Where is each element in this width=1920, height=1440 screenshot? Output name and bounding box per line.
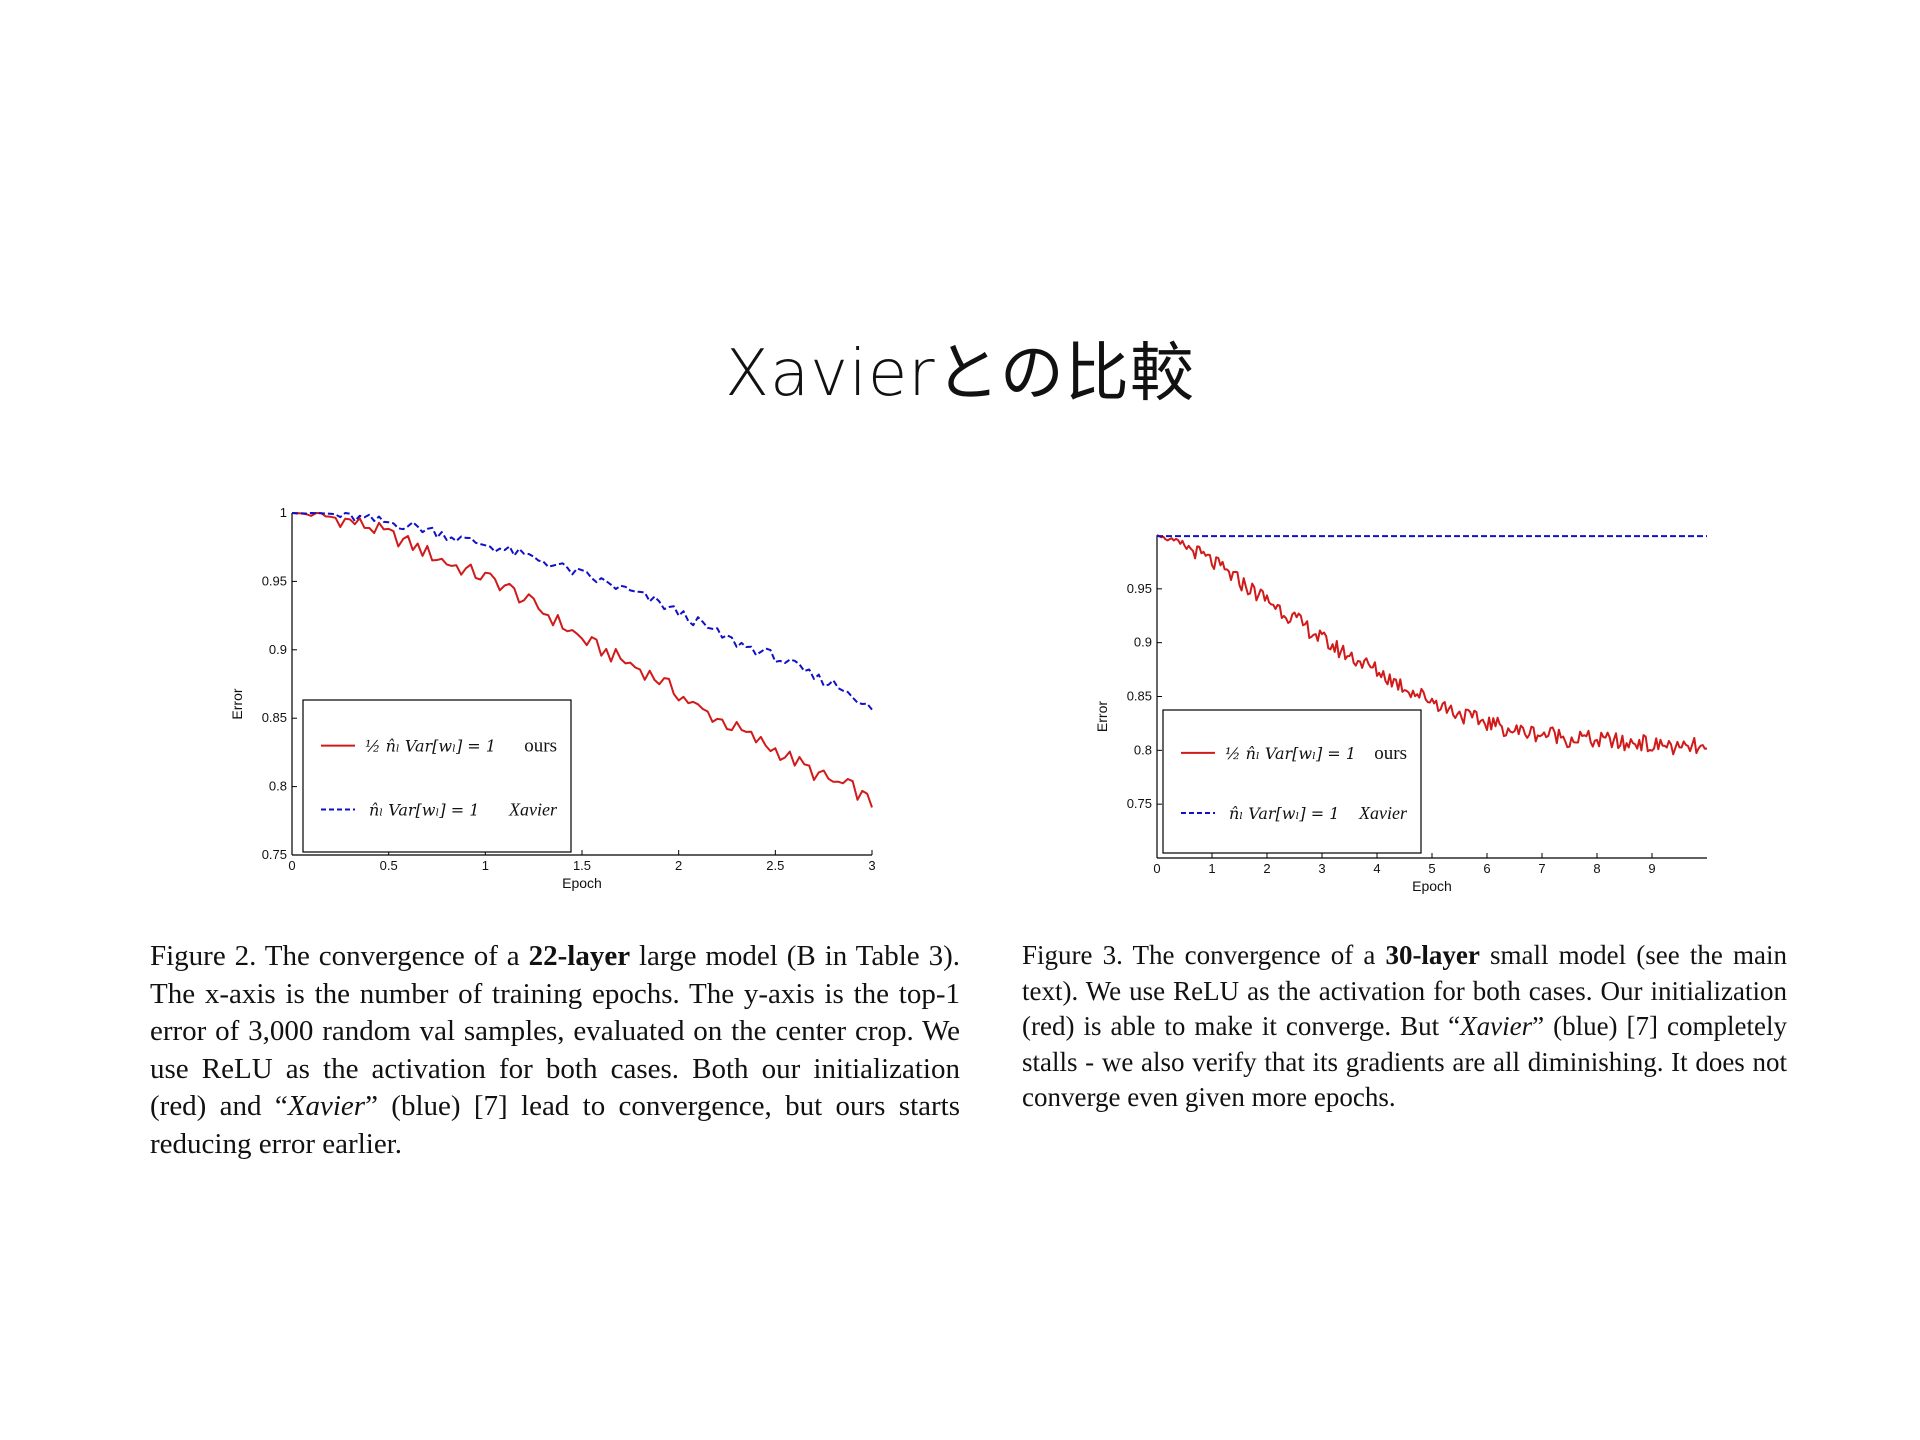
y-tick-label: 0.95 bbox=[1127, 581, 1152, 596]
x-tick-label: 3 bbox=[1318, 861, 1325, 876]
x-tick-label: 2.5 bbox=[766, 858, 784, 873]
x-tick-label: 0 bbox=[288, 858, 295, 873]
x-tick-label: 0.5 bbox=[380, 858, 398, 873]
legend-tag-ours: ours bbox=[524, 736, 557, 757]
caption-text: ” (blue) [7] lead to convergence, but ou… bbox=[150, 1090, 960, 1160]
x-tick-label: 9 bbox=[1648, 861, 1655, 876]
figure2-caption: Figure 2. The convergence of a 22-layer … bbox=[150, 938, 960, 1163]
x-tick-label: 1.5 bbox=[573, 858, 591, 873]
series-line-ours bbox=[1156, 534, 1708, 756]
y-tick-label: 0.8 bbox=[269, 779, 287, 794]
x-axis-label: Epoch bbox=[562, 875, 602, 891]
caption-italic: Xavier bbox=[287, 1090, 366, 1122]
y-tick-label: 0.95 bbox=[262, 573, 287, 588]
y-tick-label: 0.8 bbox=[1134, 742, 1152, 757]
legend-tag-ours: ours bbox=[1374, 743, 1407, 764]
legend-formula-ours: ½ n̂ₗ Var[wₗ] = 1 bbox=[365, 737, 496, 756]
caption-text: small model (see the main text). We use … bbox=[1022, 940, 1787, 1041]
legend-formula-ours: ½ n̂ₗ Var[wₗ] = 1 bbox=[1225, 744, 1356, 763]
caption-text: large model (B in Table 3). The x-axis i… bbox=[150, 940, 960, 1122]
y-tick-label: 1 bbox=[280, 505, 287, 520]
x-tick-label: 0 bbox=[1153, 861, 1160, 876]
y-tick-label: 0.9 bbox=[269, 642, 287, 657]
y-axis-label: Error bbox=[229, 688, 245, 719]
caption-italic: Xavier bbox=[1460, 1011, 1533, 1041]
legend-tag-xavier: Xavier bbox=[508, 799, 558, 819]
x-tick-label: 5 bbox=[1428, 861, 1435, 876]
y-tick-label: 0.9 bbox=[1134, 635, 1152, 650]
x-tick-label: 2 bbox=[1263, 861, 1270, 876]
figure3-caption: Figure 3. The convergence of a 30-layer … bbox=[1022, 938, 1787, 1116]
caption-bold: 22-layer bbox=[528, 940, 631, 972]
legend-box bbox=[1162, 709, 1422, 854]
y-tick-label: 0.85 bbox=[262, 710, 287, 725]
caption-text: Figure 2. The convergence of a bbox=[150, 940, 529, 972]
x-tick-label: 1 bbox=[1208, 861, 1215, 876]
x-tick-label: 2 bbox=[675, 858, 682, 873]
x-tick-label: 8 bbox=[1593, 861, 1600, 876]
y-axis-label: Error bbox=[1094, 701, 1110, 732]
legend-formula-xavier: n̂ₗ Var[wₗ] = 1 bbox=[369, 800, 479, 819]
chart-figure2: 0 0.5 1 1.5 2 2.5 3 0.75 0.8 0.85 0.9 0.95 1 Epoch Err… bbox=[229, 505, 876, 891]
series-line-ours bbox=[292, 512, 873, 808]
legend-tag-xavier: Xavier bbox=[1358, 803, 1408, 823]
x-axis-label: Epoch bbox=[1412, 878, 1452, 894]
legend-formula-xavier: n̂ₗ Var[wₗ] = 1 bbox=[1229, 804, 1339, 823]
caption-text: ” (blue) [7] completely stalls - we also… bbox=[1022, 1011, 1787, 1112]
x-tick-label: 7 bbox=[1538, 861, 1545, 876]
x-tick-label: 4 bbox=[1373, 861, 1380, 876]
y-tick-label: 0.75 bbox=[1127, 796, 1152, 811]
x-tick-label: 3 bbox=[868, 858, 875, 873]
x-tick-label: 1 bbox=[482, 858, 489, 873]
y-tick-label: 0.85 bbox=[1127, 689, 1152, 704]
caption-text: Figure 3. The convergence of a bbox=[1022, 940, 1386, 970]
x-tick-label: 6 bbox=[1483, 861, 1490, 876]
legend-box bbox=[302, 699, 572, 853]
chart-figure3: 0 1 2 3 4 5 6 7 8 9 0.75 0.8 0.85 0.9 0.95 Epoch Error ½ … bbox=[1094, 534, 1708, 894]
series-line-xavier bbox=[291, 512, 873, 711]
y-tick-label: 0.75 bbox=[262, 847, 287, 862]
slide-title: Xavierとの比較 bbox=[725, 337, 1195, 411]
caption-bold: 30-layer bbox=[1385, 940, 1480, 970]
